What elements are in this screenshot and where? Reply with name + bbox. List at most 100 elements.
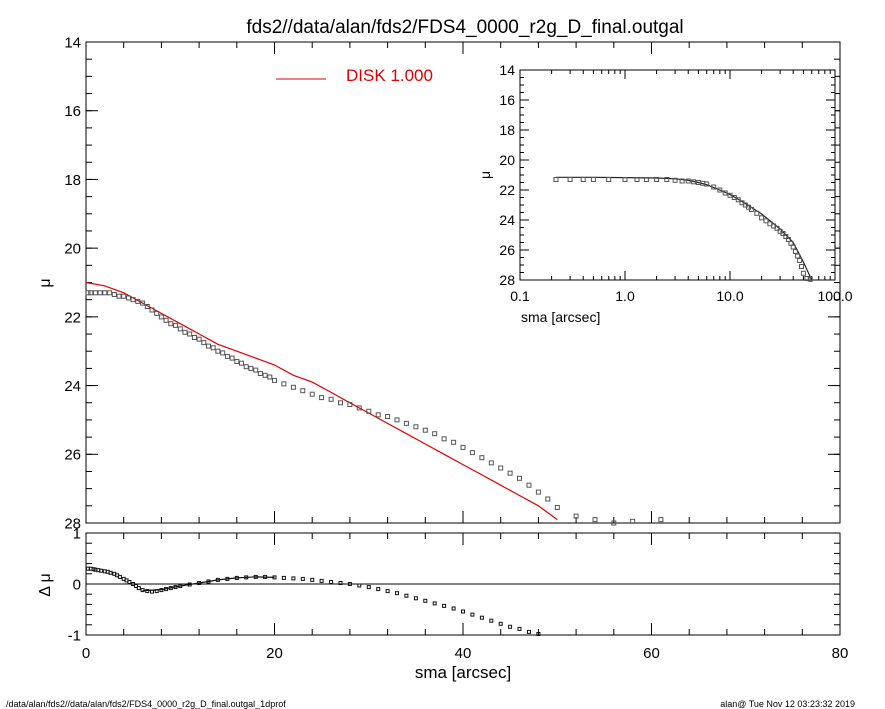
inset-y-tick-label: 28 <box>499 272 515 288</box>
main-data-point <box>413 424 419 430</box>
inset-data-point <box>590 177 596 182</box>
main-y-tick-label: 22 <box>64 309 81 326</box>
main-data-point <box>272 377 277 383</box>
main-data-point <box>290 384 296 390</box>
main-data-point <box>451 439 457 445</box>
residual-data-point <box>145 589 150 594</box>
legend-label: DISK 1.000 <box>346 66 433 85</box>
residual-data-point <box>404 593 409 598</box>
inset-y-tick-label: 16 <box>499 92 515 108</box>
residual-data-point <box>117 574 122 579</box>
residual-y-tick-label: -1 <box>68 627 81 644</box>
inset-data-point <box>797 258 803 263</box>
inset-y-tick-label: 24 <box>499 212 515 228</box>
inset-data-point <box>691 179 697 185</box>
inset-data-point <box>664 177 670 182</box>
main-data-point <box>173 322 178 328</box>
main-data-point <box>215 348 221 354</box>
residual-data-point <box>461 609 465 614</box>
main-data-point <box>191 335 197 340</box>
main-data-point <box>107 290 113 296</box>
inset-data-point <box>804 276 810 281</box>
main-data-point <box>375 412 381 418</box>
residual-data-point <box>508 624 513 629</box>
main-data-point <box>229 355 235 361</box>
residual-y-tick-label: 0 <box>73 576 81 593</box>
main-data-point <box>498 465 504 471</box>
main-data-point <box>234 359 240 364</box>
main-data-point <box>130 297 136 303</box>
main-data-point <box>196 336 202 342</box>
residual-data-point <box>338 581 343 585</box>
main-data-point <box>144 304 150 309</box>
inset-data-point <box>754 210 760 216</box>
residual-data-point <box>442 603 447 608</box>
residual-data-point <box>376 587 381 592</box>
main-data-point <box>469 450 475 456</box>
inset-data-point <box>722 190 728 196</box>
main-data-point <box>385 414 391 419</box>
main-data-point <box>168 321 174 327</box>
main-data-point <box>111 292 117 297</box>
main-data-point <box>526 482 532 488</box>
residual-x-tick-label: 60 <box>643 645 660 662</box>
residual-data-point <box>413 596 418 601</box>
main-data-point <box>611 520 617 526</box>
main-data-point <box>97 290 103 296</box>
residual-data-point <box>517 626 522 631</box>
inset-y-tick-label: 20 <box>499 152 515 168</box>
main-data-point <box>121 293 127 299</box>
main-data-point <box>441 436 447 442</box>
main-data-point <box>592 517 598 523</box>
residual-y-tick-label: 1 <box>73 525 81 542</box>
inset-data-point <box>711 184 717 190</box>
main-data-point <box>394 417 400 423</box>
main-data-point <box>239 360 244 366</box>
inset-panel: 0.1 1.0 10.0 100.0 14 16 18 20 22 24 26 28 sma [arc… <box>477 62 853 325</box>
residual-data-point <box>479 615 484 620</box>
main-data-point <box>149 307 155 313</box>
inset-x-tick-label: 0.1 <box>510 288 530 304</box>
inset-data-point <box>748 207 754 212</box>
residual-data-point <box>395 591 399 596</box>
main-y-tick-label: 20 <box>64 241 81 258</box>
main-data-point <box>210 345 216 351</box>
main-data-point <box>187 331 193 337</box>
inset-y-tick-label: 26 <box>499 242 515 258</box>
legend: DISK 1.000 <box>276 66 433 85</box>
main-data-point <box>92 290 98 296</box>
main-data-point <box>281 381 287 387</box>
main-data-point <box>535 489 541 495</box>
x-axis-label: sma [arcsec] <box>415 663 511 682</box>
inset-y-tick-label: 14 <box>499 62 515 78</box>
residual-data-point <box>319 578 324 583</box>
main-data-point <box>257 371 263 376</box>
main-data-point <box>319 395 325 401</box>
main-data-point <box>347 402 353 407</box>
main-y-tick-label: 26 <box>64 447 81 464</box>
main-data-point <box>158 314 164 320</box>
main-data-point <box>554 505 560 510</box>
residual-y-axis-label: Δ μ <box>37 573 54 596</box>
main-data-point <box>403 420 409 426</box>
main-data-point <box>488 460 494 466</box>
inset-data-point <box>553 177 559 182</box>
inset-data-point <box>672 177 678 183</box>
inset-data-point <box>783 234 789 239</box>
inset-data-point <box>606 177 612 182</box>
residual-panel: 0 20 40 60 80-101 Δ μ sma [arcsec] <box>37 525 848 682</box>
residual-data-point <box>527 629 531 634</box>
main-data-point <box>224 353 230 359</box>
inset-data-point <box>685 178 691 184</box>
residual-data-point <box>136 586 141 591</box>
inset-x-tick-label: 1.0 <box>615 288 635 304</box>
inset-series-0-line <box>556 176 813 281</box>
residual-data-point <box>347 582 352 586</box>
inset-x-axis-label: sma [arcsec] <box>521 309 600 325</box>
residual-data-point <box>451 606 456 611</box>
main-data-point <box>328 396 334 402</box>
residual-data-point <box>489 618 494 623</box>
main-data-point <box>177 326 183 332</box>
residual-x-tick-label: 0 <box>82 645 90 662</box>
